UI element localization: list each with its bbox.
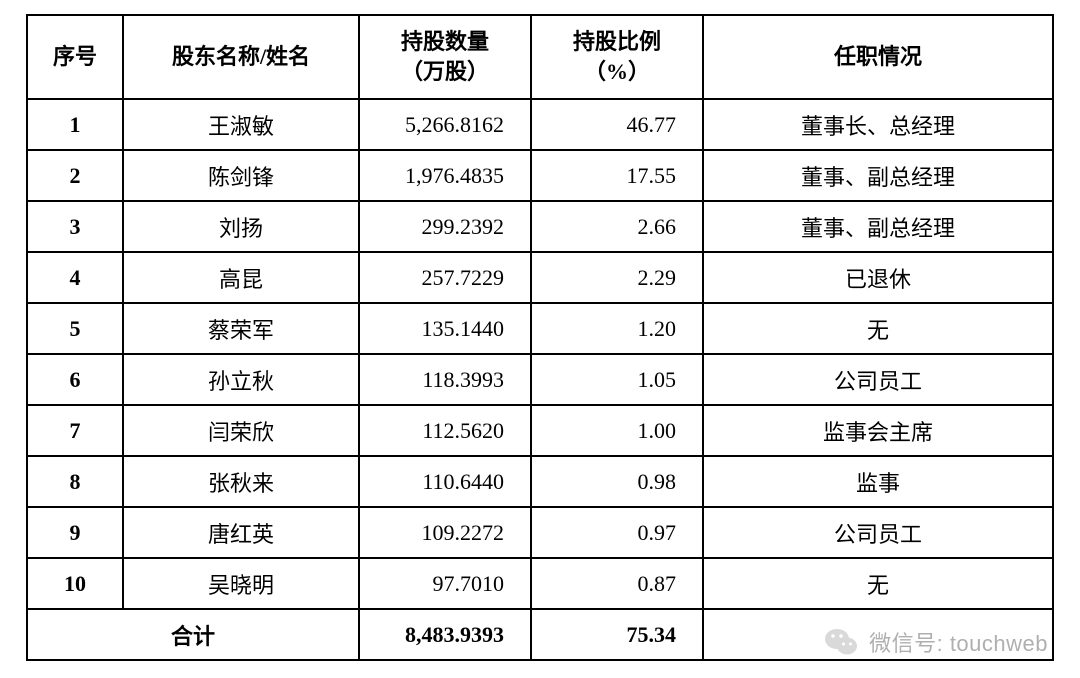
cell-shares: 257.7229 <box>359 252 531 303</box>
table-row: 5蔡荣军135.14401.20无 <box>27 303 1053 354</box>
cell-pct: 1.20 <box>531 303 703 354</box>
cell-shares: 135.1440 <box>359 303 531 354</box>
cell-role: 监事 <box>703 456 1053 507</box>
cell-role: 已退休 <box>703 252 1053 303</box>
cell-role: 监事会主席 <box>703 405 1053 456</box>
cell-total-pct: 75.34 <box>531 609 703 660</box>
cell-seq: 3 <box>27 201 123 252</box>
cell-role: 公司员工 <box>703 354 1053 405</box>
cell-seq: 1 <box>27 99 123 150</box>
header-name: 股东名称/姓名 <box>123 15 359 99</box>
cell-seq: 6 <box>27 354 123 405</box>
cell-total-label: 合计 <box>27 609 359 660</box>
cell-name: 高昆 <box>123 252 359 303</box>
cell-role: 无 <box>703 558 1053 609</box>
cell-seq: 9 <box>27 507 123 558</box>
cell-seq: 5 <box>27 303 123 354</box>
cell-pct: 17.55 <box>531 150 703 201</box>
cell-seq: 4 <box>27 252 123 303</box>
cell-pct: 1.00 <box>531 405 703 456</box>
cell-role: 董事长、总经理 <box>703 99 1053 150</box>
cell-seq: 10 <box>27 558 123 609</box>
table-header-row: 序号 股东名称/姓名 持股数量（万股） 持股比例（%） 任职情况 <box>27 15 1053 99</box>
table-row: 7闫荣欣112.56201.00监事会主席 <box>27 405 1053 456</box>
header-pct: 持股比例（%） <box>531 15 703 99</box>
table-row: 6孙立秋118.39931.05公司员工 <box>27 354 1053 405</box>
cell-role: 董事、副总经理 <box>703 150 1053 201</box>
cell-shares: 1,976.4835 <box>359 150 531 201</box>
cell-shares: 109.2272 <box>359 507 531 558</box>
cell-total-role <box>703 609 1053 660</box>
table-row: 3刘扬299.23922.66董事、副总经理 <box>27 201 1053 252</box>
header-shares: 持股数量（万股） <box>359 15 531 99</box>
table-row: 4高昆257.72292.29已退休 <box>27 252 1053 303</box>
cell-seq: 7 <box>27 405 123 456</box>
cell-pct: 2.66 <box>531 201 703 252</box>
table-row: 1王淑敏5,266.816246.77董事长、总经理 <box>27 99 1053 150</box>
cell-seq: 2 <box>27 150 123 201</box>
cell-role: 公司员工 <box>703 507 1053 558</box>
cell-role: 无 <box>703 303 1053 354</box>
cell-pct: 46.77 <box>531 99 703 150</box>
cell-role: 董事、副总经理 <box>703 201 1053 252</box>
cell-total-shares: 8,483.9393 <box>359 609 531 660</box>
cell-shares: 5,266.8162 <box>359 99 531 150</box>
cell-name: 刘扬 <box>123 201 359 252</box>
cell-name: 吴晓明 <box>123 558 359 609</box>
cell-name: 孙立秋 <box>123 354 359 405</box>
cell-name: 蔡荣军 <box>123 303 359 354</box>
table-row: 8张秋来110.64400.98监事 <box>27 456 1053 507</box>
shareholders-table: 序号 股东名称/姓名 持股数量（万股） 持股比例（%） 任职情况 1王淑敏5,2… <box>26 14 1054 661</box>
cell-pct: 2.29 <box>531 252 703 303</box>
cell-name: 唐红英 <box>123 507 359 558</box>
cell-seq: 8 <box>27 456 123 507</box>
table-total-row: 合计8,483.939375.34 <box>27 609 1053 660</box>
cell-pct: 0.98 <box>531 456 703 507</box>
cell-shares: 112.5620 <box>359 405 531 456</box>
cell-shares: 118.3993 <box>359 354 531 405</box>
cell-pct: 0.97 <box>531 507 703 558</box>
table-row: 10吴晓明97.70100.87无 <box>27 558 1053 609</box>
table-row: 9唐红英109.22720.97公司员工 <box>27 507 1053 558</box>
table-row: 2陈剑锋1,976.483517.55董事、副总经理 <box>27 150 1053 201</box>
cell-shares: 110.6440 <box>359 456 531 507</box>
cell-name: 陈剑锋 <box>123 150 359 201</box>
cell-name: 闫荣欣 <box>123 405 359 456</box>
cell-shares: 299.2392 <box>359 201 531 252</box>
cell-pct: 0.87 <box>531 558 703 609</box>
header-role: 任职情况 <box>703 15 1053 99</box>
cell-shares: 97.7010 <box>359 558 531 609</box>
cell-name: 张秋来 <box>123 456 359 507</box>
header-seq: 序号 <box>27 15 123 99</box>
cell-name: 王淑敏 <box>123 99 359 150</box>
cell-pct: 1.05 <box>531 354 703 405</box>
